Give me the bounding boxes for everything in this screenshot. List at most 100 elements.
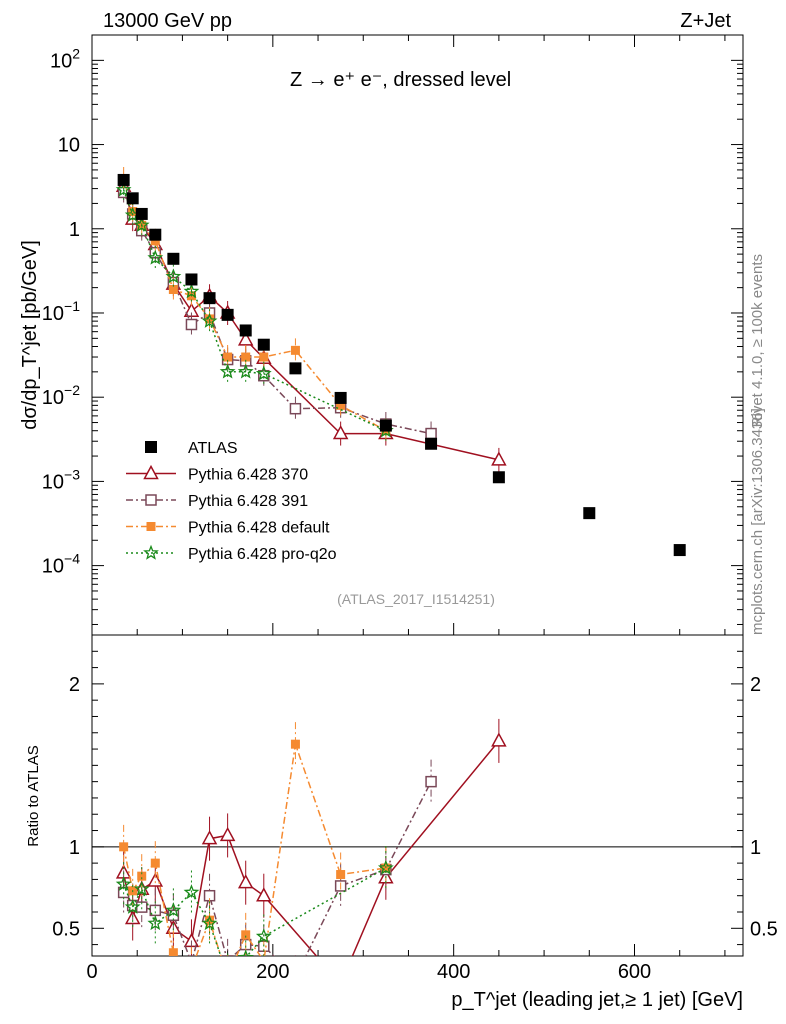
atlas-point: [203, 292, 216, 305]
series-point: [185, 318, 198, 331]
x-tick-label: 400: [437, 961, 470, 983]
y-tick-label: 1: [69, 219, 80, 241]
chart-title: Z → e⁺ e⁻, dressed level: [290, 69, 511, 91]
ratio-point: [256, 887, 272, 902]
series-point: [491, 451, 507, 466]
series-point: [255, 365, 272, 381]
ratio-point: [425, 775, 437, 788]
ratio-axis-label-text: Ratio to ATLAS: [25, 745, 42, 846]
x-axis-label: p_T^jet (leading jet,≥ 1 jet) [GeV]: [451, 989, 743, 1011]
ratio-point: [133, 880, 150, 896]
ratio-tick-label: 2: [69, 674, 80, 696]
ratio-point: [147, 872, 164, 887]
atlas-point: [379, 419, 392, 432]
x-tick-label: 600: [618, 961, 651, 983]
y-tick-label: 10−2: [42, 382, 80, 409]
ratio-series-2: [119, 722, 391, 982]
atlas-point: [135, 207, 148, 220]
atlas-point: [167, 252, 180, 265]
ratio-point: [223, 973, 232, 982]
ratio-panel-frame: [91, 634, 744, 957]
series-point: [183, 283, 200, 299]
y-axis-label-text: dσ/dp_T^jet [pb/GeV]: [19, 240, 41, 430]
side-mcplots-label: mcplots.cern.ch [arXiv:1306.3436]: [749, 408, 766, 635]
series-point: [425, 427, 437, 440]
ratio-point: [147, 915, 164, 931]
y-tick-label: 10−4: [42, 551, 80, 578]
series-point: [150, 236, 160, 246]
ratio-y-axis: 0.5 0.5 1 1 2 2: [52, 650, 778, 946]
series-1: [117, 180, 437, 446]
ratio-point: [168, 948, 178, 956]
legend-item: Pythia 6.428 default: [126, 520, 330, 537]
ratio-series-3: [115, 846, 394, 956]
ratio-point: [137, 871, 147, 881]
side-mcplots-text: mcplots.cern.ch [arXiv:1306.3436]: [749, 408, 766, 635]
ratio-tick-label: 0.5: [750, 918, 778, 940]
legend-item: Pythia 6.428 pro-q2o: [126, 544, 337, 563]
ratio-point: [221, 955, 234, 956]
atlas-point: [673, 544, 686, 557]
ratio-point: [491, 732, 507, 747]
atlas-point: [221, 308, 234, 321]
x-tick-label: 200: [256, 961, 289, 983]
legend-item: ATLAS: [145, 440, 238, 457]
ratio-point: [205, 915, 215, 925]
side-rivet-text: Rivet 4.1.0, ≥ 100k events: [749, 254, 766, 427]
ratio-point: [124, 898, 141, 914]
atlas-point: [492, 471, 505, 484]
main-plot-area: [115, 166, 686, 557]
legend-label: Pythia 6.428 default: [188, 520, 330, 537]
legend-label: ATLAS: [188, 440, 238, 457]
x-axis: 0 200 400 600: [86, 35, 726, 983]
legend-label: Pythia 6.428 pro-q2o: [188, 546, 337, 563]
legend-marker: [146, 522, 156, 531]
ratio-point: [186, 958, 196, 968]
series-point: [168, 285, 178, 295]
atlas-point: [149, 228, 162, 241]
series-point: [165, 268, 182, 284]
analysis-watermark: (ATLAS_2017_I1514251): [337, 591, 495, 607]
ratio-line: [122, 781, 432, 956]
series-point: [219, 363, 236, 379]
ratio-point: [119, 842, 129, 852]
ratio-line: [122, 740, 500, 956]
y-tick-label: 10−1: [42, 298, 80, 325]
series-point: [201, 312, 218, 328]
side-rivet-label: Rivet 4.1.0, ≥ 100k events: [749, 254, 766, 427]
series-point: [241, 352, 251, 362]
header-left: 13000 GeV pp: [103, 10, 232, 32]
legend-marker: [145, 494, 157, 506]
series-2: [119, 166, 391, 443]
series-line: [122, 186, 500, 461]
legend: ATLAS Pythia 6.428 370 Pythia 6.428 391 Pyt…: [126, 440, 337, 563]
atlas-data: [117, 173, 686, 557]
ratio-plot-area: [115, 718, 507, 982]
main-y-axis: 102 10 1 10−1 10−2 10−3 10−4: [42, 34, 743, 625]
series-3: [115, 177, 394, 443]
atlas-point: [185, 273, 198, 286]
ratio-tick-label: 1: [750, 837, 761, 859]
atlas-point: [239, 324, 252, 337]
ratio-point: [336, 870, 346, 880]
ratio-point: [377, 859, 394, 875]
ratio-point: [290, 739, 300, 749]
ratio-point: [187, 965, 196, 974]
ratio-tick-label: 0.5: [52, 918, 80, 940]
series-line: [122, 189, 387, 432]
ratio-line: [122, 743, 387, 956]
ratio-tick-label: 2: [750, 674, 761, 696]
main-panel-frame: [91, 34, 744, 636]
series-point: [289, 402, 302, 415]
series-point: [259, 352, 269, 362]
ratio-point: [150, 858, 160, 868]
series-0: [115, 174, 507, 472]
series-point: [205, 314, 215, 324]
legend-marker: [145, 441, 157, 453]
series-point: [128, 207, 138, 217]
legend-label: Pythia 6.428 370: [188, 467, 308, 484]
series-point: [290, 345, 300, 355]
y-tick-label: 102: [50, 45, 80, 72]
ratio-point: [115, 876, 132, 892]
